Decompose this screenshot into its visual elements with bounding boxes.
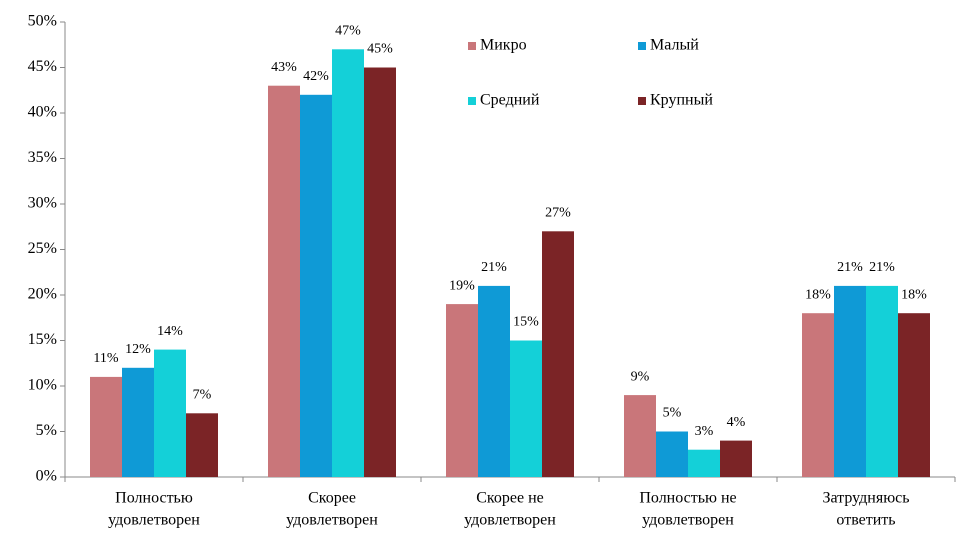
value-label: 21% (837, 260, 863, 275)
bar (866, 285, 898, 477)
y-tick-label: 30% (28, 195, 57, 212)
value-label: 19% (449, 278, 475, 293)
value-label: 14% (157, 324, 183, 339)
bar (688, 449, 720, 477)
y-tick-label: 10% (28, 377, 57, 394)
legend-swatch (468, 42, 476, 50)
bar (720, 440, 752, 477)
bar (802, 313, 834, 477)
y-tick-label: 5% (36, 422, 57, 439)
bar (154, 349, 186, 477)
x-tick-label: Полностью (115, 490, 193, 507)
y-tick-label: 25% (28, 240, 57, 257)
x-tick-label: удовлетворен (286, 512, 378, 529)
x-tick-label: Скорее не (476, 490, 544, 507)
bar (656, 431, 688, 477)
bar (268, 85, 300, 477)
value-label: 47% (335, 24, 361, 39)
value-label: 4% (727, 415, 746, 430)
bar (510, 340, 542, 477)
x-tick-label: Скорее (308, 490, 356, 507)
y-tick-label: 0% (36, 468, 57, 485)
x-tick-label: Полностью не (639, 490, 736, 507)
value-label: 27% (545, 206, 571, 221)
y-tick-label: 40% (28, 104, 57, 121)
value-label: 12% (125, 342, 151, 357)
legend-label: Крупный (650, 92, 713, 109)
value-label: 7% (193, 388, 212, 403)
legend-swatch (638, 97, 646, 105)
bar (542, 231, 574, 477)
legend-swatch (638, 42, 646, 50)
x-tick-label: удовлетворен (642, 512, 734, 529)
y-tick-label: 35% (28, 149, 57, 166)
bar (186, 413, 218, 477)
value-label: 43% (271, 60, 297, 75)
value-label: 45% (367, 42, 393, 57)
value-label: 3% (695, 424, 714, 439)
x-tick-label: Затрудняюсь (822, 490, 909, 507)
bar (446, 304, 478, 477)
bar (300, 94, 332, 478)
x-tick-label: удовлетворен (464, 512, 556, 529)
bar (834, 285, 866, 477)
legend-label: Средний (480, 92, 540, 109)
bar (332, 49, 364, 478)
y-tick-label: 50% (28, 13, 57, 30)
value-label: 21% (869, 260, 895, 275)
bar (122, 367, 154, 477)
x-tick-label: ответить (836, 512, 895, 529)
y-tick-label: 20% (28, 286, 57, 303)
bar (624, 395, 656, 477)
y-tick-label: 15% (28, 331, 57, 348)
x-tick-label: удовлетворен (108, 512, 200, 529)
value-label: 15% (513, 315, 539, 330)
bar (898, 313, 930, 477)
legend-label: Микро (480, 37, 527, 54)
value-label: 21% (481, 260, 507, 275)
value-label: 18% (805, 287, 831, 302)
legend-swatch (468, 97, 476, 105)
bar (478, 285, 510, 477)
value-label: 5% (663, 406, 682, 421)
y-tick-label: 45% (28, 58, 57, 75)
value-label: 11% (93, 351, 118, 366)
value-label: 42% (303, 69, 329, 84)
bar (364, 67, 396, 477)
legend-label: Малый (650, 37, 699, 54)
bar (90, 376, 122, 477)
value-label: 18% (901, 287, 927, 302)
value-label: 9% (631, 369, 650, 384)
